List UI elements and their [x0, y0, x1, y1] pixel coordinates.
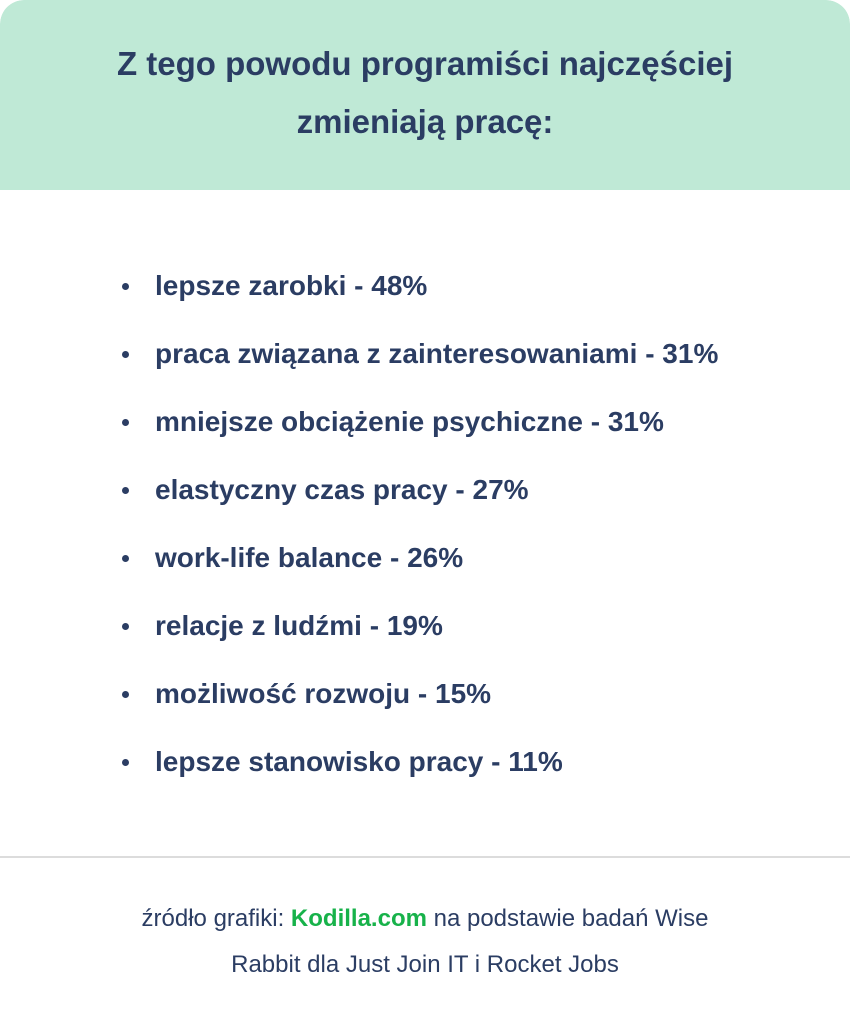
- reason-text: elastyczny czas pracy - 27%: [155, 474, 529, 505]
- divider: [0, 856, 850, 858]
- list-item: praca związana z zainteresowaniami - 31%: [122, 320, 718, 388]
- reasons-list: lepsze zarobki - 48% praca związana z za…: [122, 252, 718, 796]
- reason-text: lepsze zarobki - 48%: [155, 270, 428, 301]
- list-item: work-life balance - 26%: [122, 524, 718, 592]
- source-suffix-line2: Rabbit dla Just Join IT i Rocket Jobs: [231, 951, 619, 978]
- bullet-icon: [122, 350, 129, 358]
- list-item: elastyczny czas pracy - 27%: [122, 456, 718, 524]
- brand-link[interactable]: Kodilla.com: [290, 905, 427, 932]
- reason-text: lepsze stanowisko pracy - 11%: [155, 746, 563, 777]
- bullet-icon: [122, 690, 129, 698]
- bullet-icon: [122, 758, 129, 766]
- header-banner: Z tego powodu programiści najczęściej zm…: [0, 0, 850, 190]
- bullet-icon: [122, 554, 129, 562]
- source-note: źródło grafiki: Kodilla.com na podstawie…: [0, 896, 850, 988]
- source-prefix: źródło grafiki:: [141, 905, 291, 932]
- list-item: lepsze zarobki - 48%: [122, 252, 718, 320]
- reason-text: relacje z ludźmi - 19%: [155, 610, 443, 641]
- reason-text: możliwość rozwoju - 15%: [155, 678, 492, 709]
- page-title: Z tego powodu programiści najczęściej zm…: [116, 45, 734, 140]
- list-item: relacje z ludźmi - 19%: [122, 592, 718, 660]
- bullet-icon: [122, 418, 129, 426]
- reason-text: work-life balance - 26%: [155, 542, 464, 573]
- list-item: mniejsze obciążenie psychiczne - 31%: [122, 388, 718, 456]
- reason-text: praca związana z zainteresowaniami - 31%: [155, 338, 719, 369]
- list-item: możliwość rozwoju - 15%: [122, 660, 718, 728]
- source-suffix-line1: na podstawie badań Wise: [426, 905, 709, 932]
- reason-text: mniejsze obciążenie psychiczne - 31%: [155, 406, 664, 437]
- bullet-icon: [122, 486, 129, 494]
- list-item: lepsze stanowisko pracy - 11%: [122, 728, 718, 796]
- bullet-icon: [122, 282, 129, 290]
- bullet-icon: [122, 622, 129, 630]
